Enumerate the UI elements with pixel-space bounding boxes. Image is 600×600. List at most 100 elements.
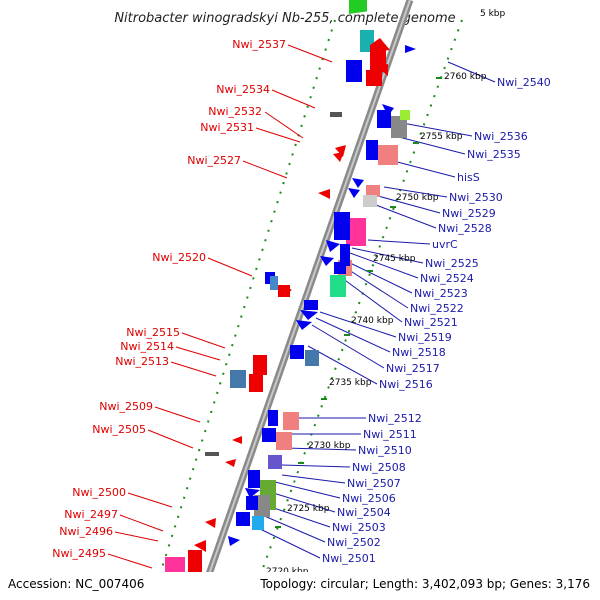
gene-arrow [376,64,388,76]
accession-text: Accession: NC_007406 [8,577,144,591]
gene-label[interactable]: Nwi_2507 [347,477,401,490]
gene-label[interactable]: Nwi_2506 [342,492,396,505]
gene-block [290,345,304,359]
gene-label[interactable]: Nwi_2520 [152,251,206,264]
gene-label[interactable]: Nwi_2524 [420,272,474,285]
gene-label[interactable]: Nwi_2502 [327,536,381,549]
gene-label[interactable]: Nwi_2511 [363,428,417,441]
gene-block [346,218,366,246]
tick-label-2750: 2750 kbp [396,193,439,203]
gene-block [268,455,282,469]
gene-label[interactable]: Nwi_2508 [352,461,406,474]
gene-block [334,262,346,274]
gene-arrow [300,310,318,320]
gene-block [305,350,319,366]
gene-arrow [245,488,260,498]
gene-label[interactable]: Nwi_2530 [449,191,503,204]
gene-label[interactable]: Nwi_2519 [398,331,452,344]
left-gene-labels: Nwi_2537 Nwi_2534 Nwi_2532 Nwi_2531 Nwi_… [52,38,286,560]
gene-label[interactable]: Nwi_2517 [386,362,440,375]
gene-label[interactable]: Nwi_2532 [208,105,262,118]
right-tick-track [254,19,463,591]
gene-arrow [405,45,416,53]
gene-arrow [326,240,340,252]
gene-block [262,428,276,442]
gene-label[interactable]: Nwi_2512 [368,412,422,425]
gene-arrow [232,436,242,444]
gene-label[interactable]: Nwi_2501 [322,552,376,565]
gene-label[interactable]: hisS [457,171,480,184]
gene-label[interactable]: Nwi_2505 [92,423,146,436]
gene-label[interactable]: Nwi_2518 [392,346,446,359]
gene-label[interactable]: Nwi_2515 [126,326,180,339]
gene-block [236,512,250,526]
gene-label[interactable]: Nwi_2495 [52,547,106,560]
gene-label[interactable]: Nwi_2535 [467,148,521,161]
gene-label[interactable]: Nwi_2529 [442,207,496,220]
gene-label[interactable]: Nwi_2536 [474,130,528,143]
gene-label[interactable]: Nwi_2504 [337,506,391,519]
gene-block [391,116,407,138]
gene-label[interactable]: Nwi_2509 [99,400,153,413]
gene-label[interactable]: uvrC [432,238,458,251]
gene-block [349,0,367,14]
scale-ticks [275,77,442,528]
right-leader-lines [255,61,496,559]
gene-label[interactable]: Nwi_2540 [497,76,551,89]
gene-label[interactable]: Nwi_2496 [59,525,113,538]
gene-label[interactable]: Nwi_2522 [410,302,464,315]
gene-arrow [333,152,344,162]
gene-block [304,300,318,310]
gene-block [230,370,246,388]
gene-arrow [382,104,394,116]
gene-label[interactable]: Nwi_2513 [115,355,169,368]
map-title: Nitrobacter winogradskyi Nb-255, complet… [114,11,455,26]
gene-block [205,452,219,456]
gene-label[interactable]: Nwi_2531 [200,121,254,134]
gene-arrow [228,536,240,546]
gene-block [366,140,378,160]
gene-label[interactable]: Nwi_2525 [425,257,479,270]
gene-arrow [225,459,236,467]
gene-label[interactable]: Nwi_2523 [414,287,468,300]
gene-label[interactable]: Nwi_2514 [120,340,174,353]
gene-block [268,410,278,426]
gene-block [283,412,299,430]
gene-block [330,112,342,117]
tick-label-2760: 2760 kbp [444,72,487,82]
gene-block [246,496,258,510]
gene-arrow [318,189,330,199]
tick-label-5: 5 kbp [480,9,506,19]
tick-label-2725: 2725 kbp [287,504,330,514]
gene-block [330,275,346,297]
right-gene-labels: Nwi_2540 Nwi_2536 Nwi_2535 hisS Nwi_2530… [322,76,551,565]
gene-arrow [370,38,390,52]
gene-block [363,195,377,207]
gene-block [270,276,278,290]
gene-arrow [320,256,334,266]
gene-arrow [296,320,312,330]
forward-strand-genes [228,45,416,546]
topology-text: Topology: circular; Length: 3,402,093 bp… [259,577,590,591]
gene-label[interactable]: Nwi_2516 [379,378,433,391]
gene-label[interactable]: Nwi_2537 [232,38,286,51]
gene-block [334,212,350,240]
gene-label[interactable]: Nwi_2521 [404,316,458,329]
gene-label[interactable]: Nwi_2534 [216,83,270,96]
gene-block [249,374,263,392]
gene-label[interactable]: Nwi_2510 [358,444,412,457]
tick-label-2740: 2740 kbp [351,316,394,326]
gene-label[interactable]: Nwi_2500 [72,486,126,499]
reverse-strand-genes [165,0,398,593]
gene-label[interactable]: Nwi_2503 [332,521,386,534]
gene-label[interactable]: Nwi_2527 [187,154,241,167]
tick-label-2730: 2730 kbp [308,441,351,451]
tick-label-2735: 2735 kbp [329,378,372,388]
gene-label[interactable]: Nwi_2497 [64,508,118,521]
left-leader-lines [107,44,333,569]
tick-label-2745: 2745 kbp [373,254,416,264]
gene-arrow [194,540,206,552]
gene-block [253,355,267,375]
gene-label[interactable]: Nwi_2528 [438,222,492,235]
